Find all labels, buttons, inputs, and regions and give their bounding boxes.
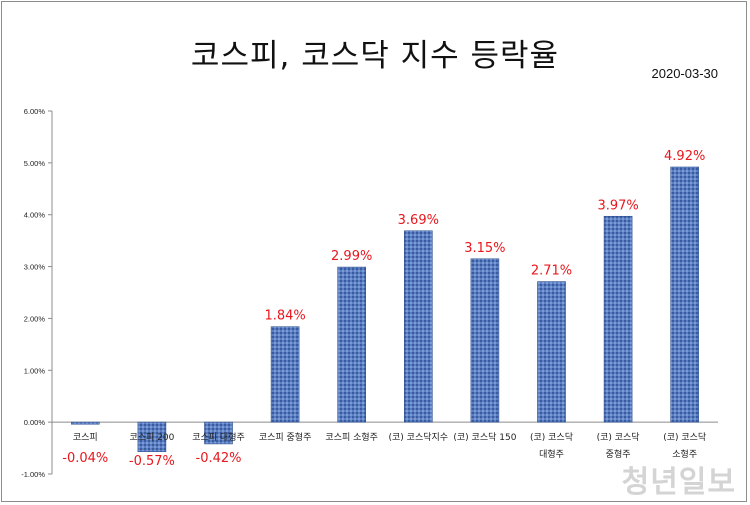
bar — [204, 421, 233, 445]
y-tick-label: 4.00% — [24, 211, 46, 220]
x-tick-label: 중형주 — [606, 449, 631, 460]
data-label: 3.69% — [398, 213, 439, 228]
labels: 코스피 -0.04% 코스피 200 -0.57% 코스피 대형주 -0.42% 코스피 중… — [62, 149, 706, 469]
bar — [470, 258, 500, 423]
data-label: 4.92% — [664, 149, 705, 164]
bar — [537, 281, 566, 423]
y-tick-label: -1.00% — [21, 470, 45, 479]
bar — [270, 326, 300, 423]
chart-title: 코스피, 코스닥 지수 등락율 — [190, 38, 560, 74]
y-tick-label: 0.00% — [24, 418, 46, 427]
y-tick-label: 1.00% — [24, 366, 46, 375]
bars — [71, 166, 700, 453]
bar — [403, 230, 433, 423]
watermark-logo: 청년일보 — [621, 465, 736, 500]
data-label: 1.84% — [264, 309, 305, 324]
data-label: 3.15% — [464, 241, 505, 256]
data-label: -0.42% — [196, 451, 242, 466]
x-tick-label: (코) 코스닥 — [597, 432, 640, 443]
y-tick-label: 6.00% — [24, 107, 46, 116]
y-tick-label: 3.00% — [24, 263, 46, 272]
bar — [670, 166, 700, 423]
bar — [337, 266, 367, 423]
x-tick-label: (코) 코스닥 150 — [453, 432, 516, 443]
bar — [603, 215, 633, 423]
data-label: 2.71% — [531, 264, 572, 279]
x-tick-label: (코) 코스닥 — [663, 432, 706, 443]
data-label: -0.57% — [129, 454, 175, 469]
x-tick-label: 코스피 200 — [129, 432, 174, 443]
bar — [71, 421, 100, 425]
x-tick-label: 코스피 대형주 — [192, 432, 245, 443]
x-tick-label: (코) 코스닥 — [530, 432, 573, 443]
y-tick-label: 5.00% — [24, 159, 46, 168]
x-tick-label: 대형주 — [539, 449, 564, 460]
x-tick-label: (코) 코스닥지수 — [389, 432, 449, 443]
bar — [137, 421, 167, 453]
x-tick-label: 소형주 — [672, 449, 697, 460]
x-tick-label: 코스피 중형주 — [259, 432, 312, 443]
data-label: 2.99% — [331, 249, 372, 264]
y-tick-label: 2.00% — [24, 314, 46, 323]
data-label: 3.97% — [597, 198, 638, 213]
x-tick-label: 코스피 — [73, 432, 98, 443]
data-label: -0.04% — [62, 451, 108, 466]
x-tick-label: 코스피 소형주 — [325, 432, 378, 443]
chart-date: 2020-03-30 — [651, 66, 719, 81]
